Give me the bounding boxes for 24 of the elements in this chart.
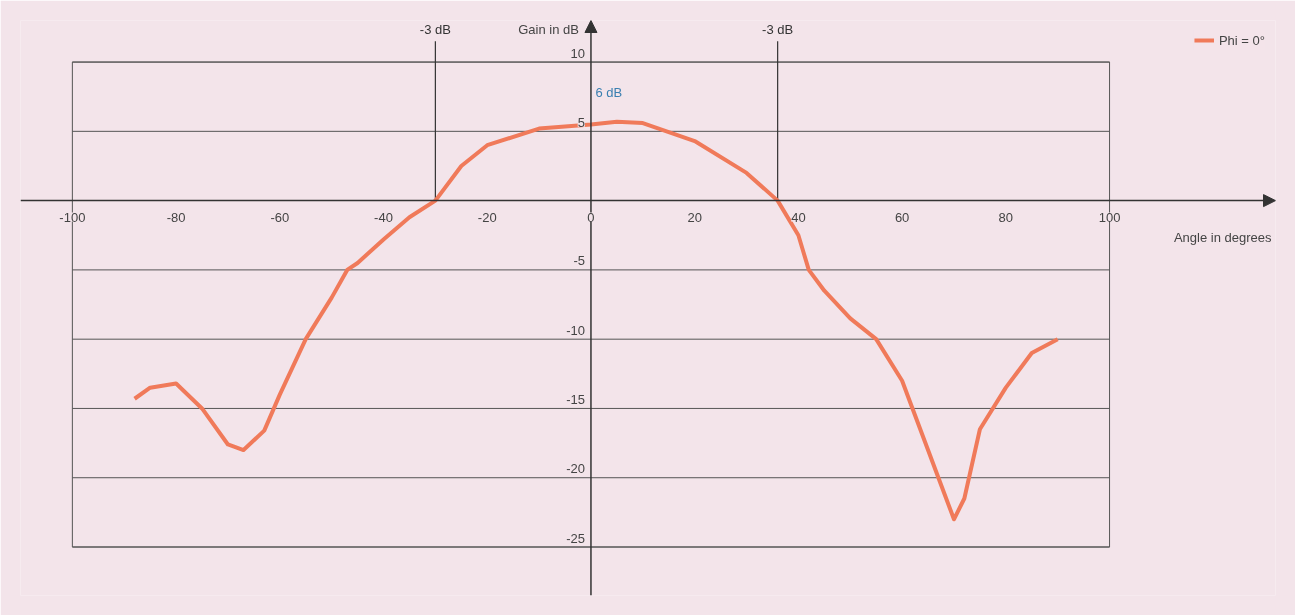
ref-line-label: -3 dB — [762, 22, 794, 38]
legend-label: Phi = 0° — [1218, 32, 1265, 48]
y-tick-label: -20 — [566, 461, 585, 477]
x-tick-label: 80 — [998, 209, 1014, 225]
x-tick-label: -20 — [477, 209, 497, 225]
ref-line-label: -3 dB — [419, 22, 451, 38]
x-tick-label: 60 — [894, 209, 910, 225]
x-tick-label: 100 — [1098, 209, 1121, 225]
x-tick-label: -40 — [374, 209, 393, 225]
x-tick-label: 0 — [587, 209, 595, 225]
y-tick-label: -15 — [566, 391, 585, 407]
y-tick-label: -25 — [566, 530, 585, 546]
y-tick-label: 5 — [577, 114, 585, 130]
x-tick-label: -60 — [270, 209, 290, 225]
x-axis-title: Angle in degrees — [1173, 229, 1272, 245]
x-tick-label: 40 — [791, 209, 806, 225]
x-tick-label: -100 — [59, 209, 86, 225]
x-tick-label: 20 — [687, 209, 702, 225]
y-tick-label: -5 — [573, 253, 585, 269]
y-tick-label: -10 — [566, 322, 585, 338]
y-tick-label: 10 — [570, 45, 585, 61]
y-axis-title: Gain in dB — [518, 21, 579, 37]
x-tick-label: -80 — [166, 209, 186, 225]
annotation: 6 dB — [595, 84, 623, 100]
